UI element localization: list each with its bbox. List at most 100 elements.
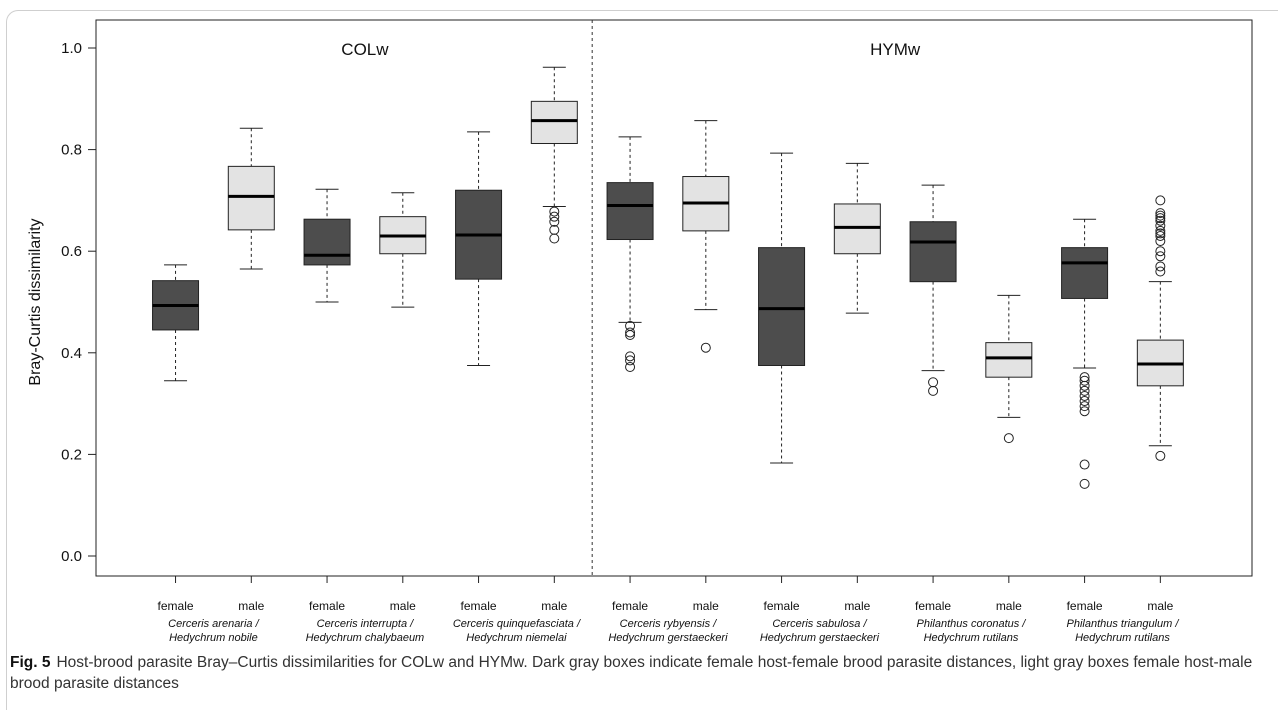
x-tick-label: female [612,599,648,613]
box-male [227,127,275,270]
y-tick-label: 0.2 [61,446,82,463]
outlier-point [1155,261,1166,272]
outlier-point [1155,195,1166,206]
y-tick-label: 0.4 [61,345,82,362]
pair-label-host: Cerceris sabulosa / [772,618,867,630]
box-iqr [1061,247,1109,299]
pair-label-parasite: Hedychrum rutilans [1075,632,1170,644]
plot-area [95,19,1253,577]
outlier-point [1079,401,1090,412]
box-male [530,66,578,244]
box-male [682,120,730,353]
panel-label: HYMw [870,40,921,59]
x-tick-label: male [693,599,719,613]
figure-number: Fig. 5 [10,654,51,671]
outlier-point [549,233,560,244]
box-female [455,131,503,366]
outlier-point [1079,380,1090,391]
box-iqr [985,342,1033,378]
pair-label-parasite: Hedychrum niemelai [466,632,567,644]
outlier-point [1155,246,1166,257]
outlier-point [928,377,939,388]
outlier-point [1155,450,1166,461]
outlier-point [625,362,636,373]
outlier-point [700,342,711,353]
outlier-point [928,385,939,396]
outlier-point [1079,478,1090,489]
pair-label-parasite: Hedychrum gerstaeckeri [608,632,728,644]
box-iqr [833,203,881,255]
panel-labels: COLw HYMw [341,20,921,576]
outlier-point [1155,208,1166,219]
outlier-point [1079,406,1090,417]
x-tick-label: male [844,599,870,613]
x-axis: female male Cerceris arenaria / Hedychrum n… [158,576,1180,644]
y-tick-label: 0.0 [61,548,82,565]
outlier-point [625,355,636,366]
box-iqr [758,247,806,366]
pair-label-host: Philanthus coronatus / [917,618,1027,630]
y-tick-label: 0.6 [61,243,82,260]
box-female [758,152,806,464]
outlier-point [1079,375,1090,386]
panel-label: COLw [341,40,389,59]
outlier-point [1079,390,1090,401]
x-tick-label: female [915,599,951,613]
outlier-point [1155,228,1166,239]
box-iqr [606,182,654,241]
box-female [1061,218,1109,489]
outlier-point [625,351,636,362]
y-axis-label: Bray-Curtis dissimilarity [27,218,44,385]
outlier-point [1155,210,1166,221]
boxplot-chart: 0.0 0.2 0.4 0.6 0.8 1.0 Bray-Curtis dissimilar… [27,19,1253,644]
x-tick-label: female [309,599,345,613]
pair-label-parasite: Hedychrum rutilans [924,632,1019,644]
pair-label-host: Cerceris arenaria / [168,618,259,630]
outlier-point [1155,220,1166,231]
outlier-point [1155,230,1166,241]
figure-caption: Fig. 5 Host-brood parasite Bray–Curtis di… [10,652,1270,694]
y-axis: 0.0 0.2 0.4 0.6 0.8 1.0 Bray-Curtis dissimilar… [27,40,96,565]
x-tick-label: female [764,599,800,613]
outlier-point [625,330,636,341]
caption-text: Host-brood parasite Bray–Curtis dissimil… [10,654,1253,692]
pair-label-parasite: Hedychrum chalybaeum [306,632,425,644]
box-male [379,192,427,308]
box-female [152,264,200,382]
y-tick-label: 0.8 [61,142,82,159]
outlier-point [1155,236,1166,247]
outlier-point [1003,433,1014,444]
y-tick-label: 1.0 [61,40,82,57]
figure-frame [6,10,1278,710]
x-tick-label: male [238,599,264,613]
outlier-point [1079,385,1090,396]
pair-label-host: Cerceris quinquefasciata / [453,618,581,630]
plot-border [95,19,1253,577]
box-female [909,184,957,396]
x-tick-label: male [541,599,567,613]
box-iqr [530,100,578,145]
outlier-point [1155,215,1166,226]
box-female [303,188,351,303]
box-iqr [303,218,351,266]
pair-label-host: Cerceris rybyensis / [620,618,718,630]
outlier-point [625,327,636,338]
outlier-point [1079,396,1090,407]
box-iqr [227,165,275,231]
outlier-point [1155,213,1166,224]
box-group [152,66,1184,489]
x-tick-label: female [158,599,194,613]
x-tick-label: female [461,599,497,613]
pair-label-parasite: Hedychrum gerstaeckeri [760,632,880,644]
x-tick-label: male [390,599,416,613]
pair-label-parasite: Hedychrum nobile [169,632,258,644]
outlier-point [1155,251,1166,262]
box-male [985,294,1033,444]
outlier-point [549,216,560,227]
outlier-point [549,206,560,217]
outlier-point [1155,225,1166,236]
x-tick-label: male [996,599,1022,613]
pair-label-host: Philanthus triangulum / [1067,618,1180,630]
outlier-point [549,211,560,222]
x-tick-label: male [1147,599,1173,613]
